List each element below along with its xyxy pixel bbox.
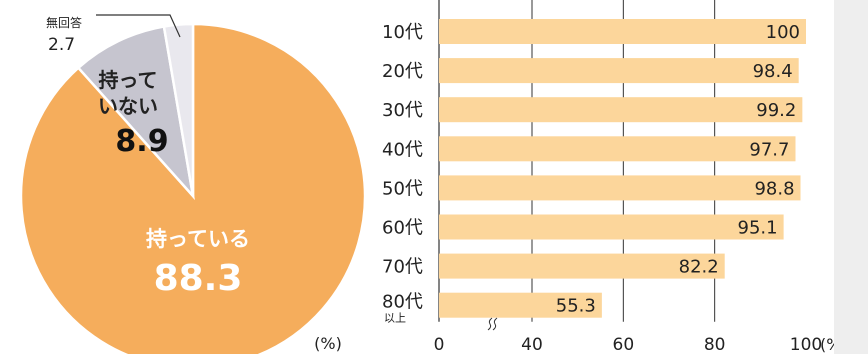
category-label-2: 30代	[382, 100, 423, 121]
bar-value-5: 95.1	[738, 218, 778, 239]
category-label-3: 40代	[382, 139, 423, 160]
x-tick-label-2: 60	[613, 335, 635, 354]
pie-slice-not-have	[76, 25, 195, 201]
x-tick-label-0: 0	[434, 335, 445, 354]
bar-5	[439, 214, 784, 240]
category-label-5: 60代	[382, 218, 423, 239]
pie-value-not-have: 8.9	[115, 124, 168, 159]
category-label-6: 70代	[382, 257, 423, 278]
bar-6	[439, 253, 725, 279]
pie-label-no-answer: 無回答	[46, 15, 82, 30]
x-tick-label-4: 100	[790, 335, 822, 354]
bar-0	[439, 19, 806, 44]
bar-chart: 100 10代 98.4 20代 99.2 30代 97.7 40代 98.8 50代 95.1 60…	[382, 0, 834, 354]
bar-value-2: 99.2	[756, 100, 796, 121]
pie-value-no-answer: 2.7	[48, 35, 75, 55]
pie-value-have: 88.3	[154, 258, 243, 299]
pie-label-not-have-line2: いない	[98, 94, 158, 118]
x-tick-label-1: 40	[521, 335, 543, 354]
pie-callout-line	[96, 14, 181, 38]
bar-3	[439, 136, 796, 162]
bar-value-6: 82.2	[679, 257, 719, 278]
pie-unit-label: (%)	[314, 334, 342, 353]
category-label-1: 20代	[382, 61, 423, 82]
bar-value-3: 97.7	[749, 139, 789, 160]
pie-slice-no-answer	[162, 22, 195, 197]
bar-value-1: 98.4	[753, 61, 793, 82]
bar-7	[439, 292, 602, 318]
pie-label-not-have-line1: 持って	[99, 68, 158, 92]
category-label-0: 10代	[382, 22, 423, 43]
pie-label-have: 持っている	[146, 227, 250, 251]
axis-break-mark-a	[487, 317, 493, 331]
category-label-7: 80代	[382, 292, 423, 313]
x-tick-label-3: 80	[704, 335, 726, 354]
bar-value-7: 55.3	[556, 296, 596, 317]
bar-value-4: 98.8	[754, 178, 794, 199]
bar-2	[439, 97, 803, 123]
bar-1	[439, 58, 799, 84]
bar-value-0: 100	[766, 22, 800, 43]
bar-4	[439, 175, 801, 201]
category-sublabel-7: 以上	[384, 312, 406, 325]
category-label-4: 50代	[382, 178, 423, 199]
side-panel	[834, 0, 868, 354]
x-unit-label: (%)	[820, 335, 834, 354]
axis-break-mark-b	[492, 317, 498, 331]
